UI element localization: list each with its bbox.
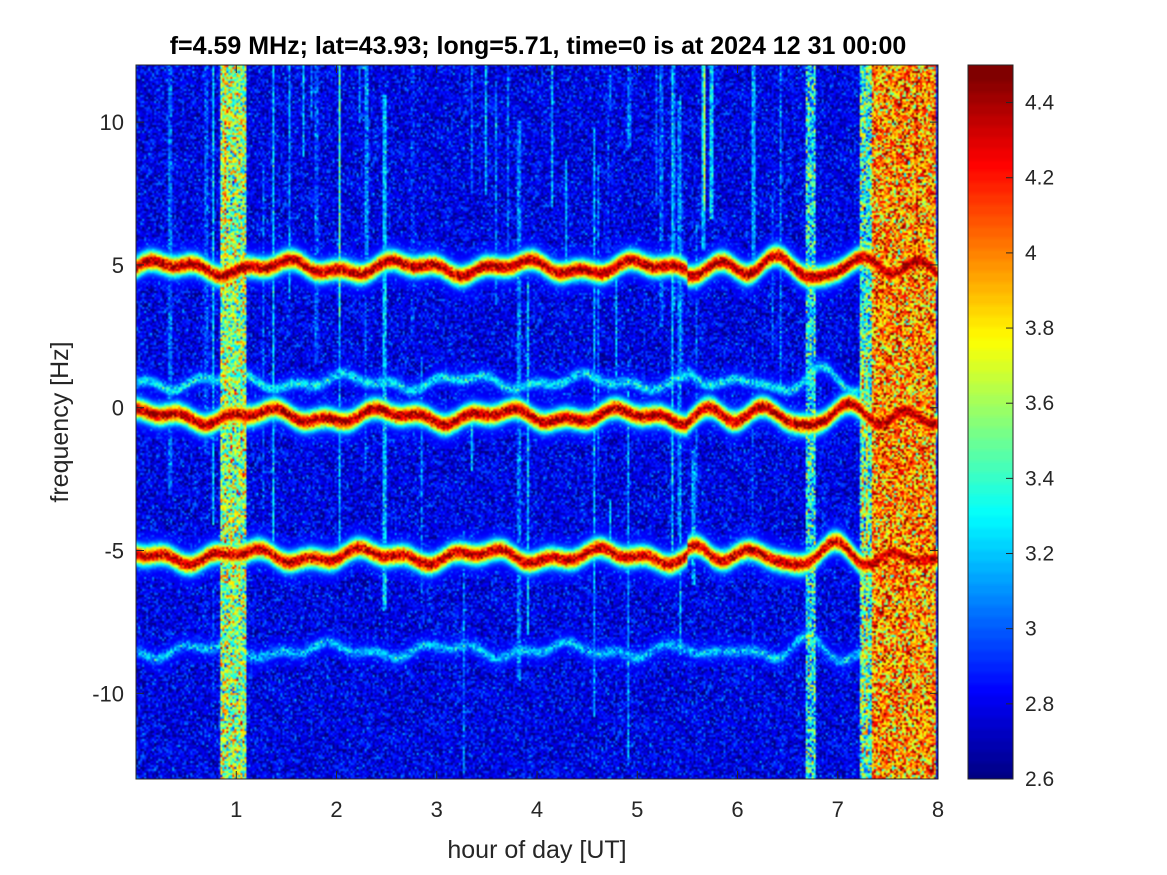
colorbar-tick-label: 3.4 <box>1025 467 1055 490</box>
x-axis: 1 2 3 4 5 6 7 8 <box>230 65 944 822</box>
colorbar-tick-label: 4.2 <box>1025 167 1054 190</box>
plot-area <box>135 64 939 780</box>
colorbar-tick-label: 3.6 <box>1025 392 1054 415</box>
x-tick-label: 5 <box>631 797 643 822</box>
colorbar-tick-label: 4.4 <box>1025 92 1055 115</box>
x-axis-label: hour of day [UT] <box>447 836 626 864</box>
colorbar: 2.6 2.8 3 3.2 3.4 3.6 3.8 4 4.2 4.4 <box>967 64 1055 791</box>
colorbar-tick-label: 2.6 <box>1025 768 1054 791</box>
y-axis: -10 -5 0 5 10 <box>92 110 938 706</box>
x-tick-label: 3 <box>431 797 443 822</box>
colorbar-tick-label: 3.2 <box>1025 543 1054 566</box>
colorbar-tick-label: 4 <box>1025 242 1037 265</box>
x-tick-label: 1 <box>230 797 242 822</box>
spectrogram-heatmap <box>136 65 938 779</box>
y-axis-label: frequency [Hz] <box>46 341 74 502</box>
colorbar-ticks: 2.6 2.8 3 3.2 3.4 3.6 3.8 4 4.2 4.4 <box>1006 92 1055 791</box>
x-tick-label: 2 <box>330 797 342 822</box>
y-tick-label: 0 <box>112 396 124 421</box>
y-tick-label: 5 <box>112 253 124 278</box>
y-tick-label: 10 <box>100 110 124 135</box>
y-tick-label: -10 <box>92 681 124 706</box>
colorbar-gradient <box>968 65 1013 779</box>
colorbar-tick-label: 3 <box>1025 618 1037 641</box>
colorbar-tick-label: 2.8 <box>1025 693 1054 716</box>
colorbar-frame <box>967 64 1014 780</box>
y-tick-label: -5 <box>104 539 124 564</box>
colorbar-tick-label: 3.8 <box>1025 317 1054 340</box>
x-tick-label: 4 <box>531 797 543 822</box>
x-tick-label: 7 <box>832 797 844 822</box>
x-tick-label: 6 <box>731 797 743 822</box>
x-tick-label: 8 <box>932 797 944 822</box>
chart-title: f=4.59 MHz; lat=43.93; long=5.71, time=0… <box>170 32 907 60</box>
